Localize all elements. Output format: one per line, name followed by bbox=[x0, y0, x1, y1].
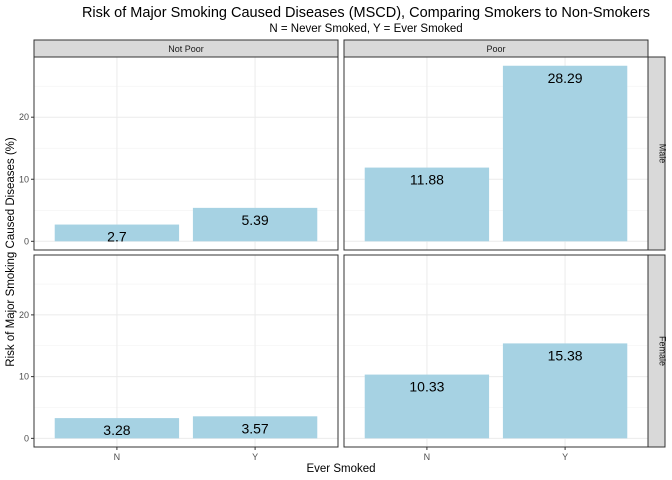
x-tick-label: N bbox=[114, 452, 121, 462]
bar bbox=[54, 418, 180, 439]
y-tick-label: 20 bbox=[19, 310, 29, 320]
bar-value-label: 5.39 bbox=[241, 212, 268, 228]
panel-background bbox=[34, 255, 338, 447]
y-tick-label: 10 bbox=[19, 372, 29, 382]
y-tick-label: 0 bbox=[24, 433, 29, 443]
x-axis-title: Ever Smoked bbox=[306, 463, 375, 475]
chart-subtitle: N = Never Smoked, Y = Ever Smoked bbox=[269, 23, 462, 35]
bar bbox=[192, 416, 318, 439]
bar-value-label: 3.28 bbox=[103, 422, 130, 438]
plot-area: 2.7 5.39 11.88 28.29 3.28 3.57 10.33 15.38 Not P… bbox=[19, 39, 668, 462]
bar-value-label: 28.29 bbox=[548, 70, 583, 86]
facet-strip-row bbox=[647, 254, 666, 448]
facet-strip-label: Male bbox=[658, 144, 668, 164]
chart-title: Risk of Major Smoking Caused Diseases (M… bbox=[82, 5, 650, 21]
panel-border bbox=[33, 254, 339, 448]
x-tick-label: Y bbox=[562, 452, 568, 462]
bar bbox=[54, 224, 180, 242]
bar-value-label: 11.88 bbox=[410, 172, 444, 188]
bar bbox=[192, 207, 318, 242]
bar-value-label: 2.7 bbox=[107, 229, 127, 245]
bar-value-label: 3.57 bbox=[241, 420, 268, 436]
y-tick-label: 20 bbox=[19, 112, 29, 122]
bar bbox=[502, 65, 628, 242]
y-tick-label: 10 bbox=[19, 174, 29, 184]
y-axis-title: Risk of Major Smoking Caused Diseases (%… bbox=[5, 137, 17, 367]
bar-value-label: 10.33 bbox=[409, 379, 444, 395]
facet-strip-column bbox=[33, 39, 339, 58]
facet-strip-label: Poor bbox=[486, 44, 505, 54]
bar bbox=[364, 374, 490, 439]
bar bbox=[364, 167, 490, 242]
facet-strip-column bbox=[343, 39, 649, 58]
y-tick-label: 0 bbox=[24, 236, 29, 246]
facet-strip-label: Not Poor bbox=[168, 44, 204, 54]
facet-strip-row bbox=[647, 56, 666, 251]
bar-value-label: 15.38 bbox=[548, 347, 583, 363]
x-tick-label: N bbox=[424, 452, 431, 462]
facet-strip-label: Female bbox=[658, 336, 668, 366]
bar bbox=[502, 343, 628, 439]
x-tick-label: Y bbox=[252, 452, 258, 462]
